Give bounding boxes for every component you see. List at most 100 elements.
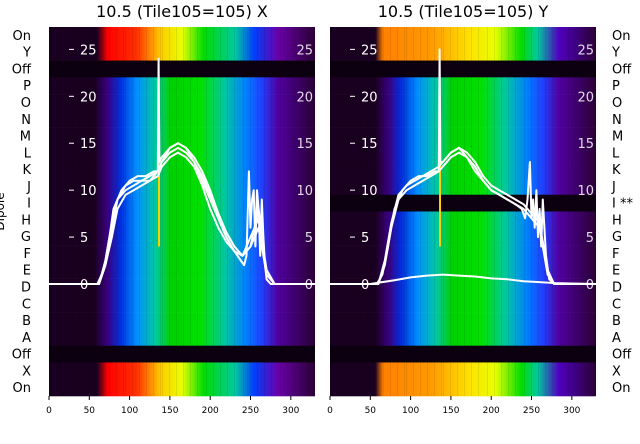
heatmap-stripe [123, 27, 124, 396]
row-label: N [21, 113, 31, 128]
x-tick-label: 150 [161, 406, 178, 416]
heatmap-row [330, 312, 596, 330]
heatmap-stripe [404, 27, 405, 396]
row-label: H [21, 213, 31, 228]
heatmap-row [49, 328, 315, 346]
heatmap-stripe [280, 27, 281, 396]
heatmap-row [330, 77, 596, 95]
heatmap-stripe [339, 27, 340, 396]
x-tick-label: 50 [365, 406, 377, 416]
x-tick-label: 250 [523, 406, 540, 416]
heatmap-stripe [471, 27, 472, 396]
row-label: L [24, 146, 32, 161]
heatmap-row [330, 245, 596, 263]
row-label: Y [22, 46, 31, 61]
row-label: Off [12, 348, 32, 363]
heatmap-stripe [109, 27, 110, 396]
row-label: C [22, 297, 31, 312]
heatmap-stripe [176, 27, 177, 396]
chart-title: 10.5 (Tile105=105) Y [378, 2, 549, 21]
heatmap-stripe [58, 27, 59, 396]
overlay-tick-label: 15 [80, 137, 97, 152]
overlay-series-2 [330, 151, 596, 285]
overlay-tick-label-right: 0 [586, 278, 594, 293]
heatmap-stripe [88, 27, 89, 396]
row-label: H [612, 213, 622, 228]
heatmap-stripe [330, 27, 331, 396]
overlay-tick-label: 10 [80, 184, 97, 199]
overlay-tick-label: 10 [361, 184, 378, 199]
heatmap-row [49, 278, 315, 296]
row-label: P [23, 79, 31, 94]
row-label: N [612, 113, 622, 128]
x-tick-label: 150 [442, 406, 459, 416]
row-label: E [612, 264, 620, 279]
x-tick-label: 100 [402, 406, 419, 416]
row-label: B [22, 314, 31, 329]
row-label: On [612, 29, 630, 44]
row-label: K [612, 163, 621, 178]
overlay-tick-label-right: 0 [305, 278, 313, 293]
x-tick-label: 0 [327, 406, 333, 416]
row-label: M [612, 130, 623, 145]
heatmap-stripe [353, 27, 354, 396]
x-tick-label: 300 [563, 406, 580, 416]
heatmap-row [49, 144, 315, 162]
row-label: M [20, 130, 31, 145]
heatmap-stripe [162, 27, 163, 396]
heatmap-stripe [443, 27, 444, 396]
row-label: J [611, 180, 616, 195]
row-label: I [27, 197, 31, 212]
chart-title: 10.5 (Tile105=105) X [96, 2, 268, 21]
heatmap-row [49, 110, 315, 128]
heatmap-row [49, 94, 315, 112]
heatmap-stripe [515, 27, 516, 396]
heatmap-stripe [508, 27, 509, 396]
heatmap-stripe [213, 27, 214, 396]
row-label: G [21, 230, 31, 245]
row-label: K [22, 163, 31, 178]
overlay-tick-label-right: 20 [577, 90, 594, 105]
heatmap-stripe [575, 27, 576, 396]
heatmap-stripe [478, 27, 479, 396]
row-label: I ** [612, 197, 633, 212]
row-label: Off [612, 348, 632, 363]
overlay-tick-label-right: 10 [296, 184, 313, 199]
overlay-tick-label: 0 [361, 278, 369, 293]
overlay-tick-label: 15 [361, 137, 378, 152]
heatmap-stripe [169, 27, 170, 396]
heatmap-row [49, 362, 315, 380]
heatmap-row [330, 328, 596, 346]
row-label: G [612, 230, 622, 245]
heatmap-stripe [72, 27, 73, 396]
overlay-tick-label: 25 [361, 43, 378, 58]
row-label: F [24, 247, 31, 262]
row-label: F [612, 247, 619, 262]
heatmap-stripe [360, 27, 361, 396]
heatmap-stripe [441, 27, 442, 396]
overlay-series-3 [330, 146, 596, 285]
heatmap-stripe [227, 27, 228, 396]
heatmap-row [330, 345, 596, 363]
overlay-tick-label: 5 [361, 231, 369, 246]
heatmap-row [330, 228, 596, 246]
heatmap-stripe [494, 27, 495, 396]
overlay-tick-label: 20 [80, 90, 97, 105]
heatmap-row [330, 127, 596, 145]
overlay-tick-label-right: 20 [296, 90, 313, 105]
heatmap-stripe [420, 27, 421, 396]
heatmap-stripe [102, 27, 103, 396]
heatmap-row [49, 27, 315, 45]
heatmap-stripe [234, 27, 235, 396]
overlay-tick-label-right: 15 [577, 137, 594, 152]
heatmap-stripe [243, 27, 244, 396]
row-label: On [13, 29, 31, 44]
heatmap-row [330, 60, 596, 78]
heatmap-stripe [450, 27, 451, 396]
heatmap-stripe [332, 27, 333, 396]
heatmap-stripe [561, 27, 562, 396]
y-axis-label: Dipole [0, 192, 7, 230]
heatmap-stripe [95, 27, 96, 396]
